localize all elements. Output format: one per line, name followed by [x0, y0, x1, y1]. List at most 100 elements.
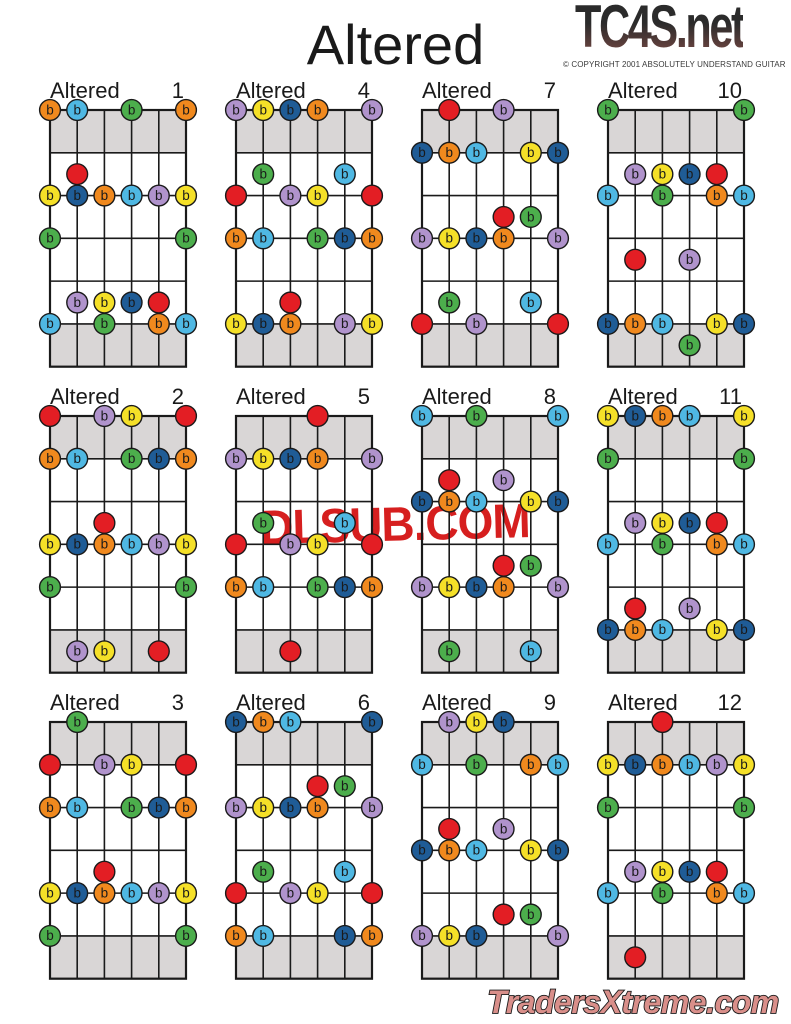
- svg-text:b: b: [46, 231, 54, 246]
- svg-text:b: b: [182, 928, 190, 943]
- svg-text:b: b: [527, 907, 535, 922]
- svg-text:b: b: [46, 579, 54, 594]
- svg-text:b: b: [232, 928, 240, 943]
- svg-text:b: b: [341, 864, 349, 879]
- svg-text:b: b: [232, 451, 240, 466]
- svg-text:b: b: [445, 494, 453, 509]
- svg-text:b: b: [659, 757, 667, 772]
- svg-text:Altered: Altered: [50, 384, 120, 409]
- svg-text:b: b: [101, 316, 109, 331]
- svg-text:b: b: [46, 316, 54, 331]
- svg-text:b: b: [182, 316, 190, 331]
- svg-text:b: b: [232, 316, 240, 331]
- svg-text:b: b: [314, 537, 322, 552]
- svg-text:b: b: [418, 928, 426, 943]
- svg-text:b: b: [604, 800, 612, 815]
- svg-text:b: b: [500, 472, 508, 487]
- svg-text:b: b: [418, 757, 426, 772]
- svg-text:b: b: [232, 714, 240, 729]
- svg-text:b: b: [128, 800, 136, 815]
- svg-text:b: b: [73, 644, 81, 659]
- svg-text:11: 11: [719, 384, 742, 409]
- svg-text:b: b: [182, 885, 190, 900]
- svg-text:b: b: [527, 644, 535, 659]
- svg-text:b: b: [128, 295, 136, 310]
- svg-text:Altered: Altered: [608, 78, 678, 103]
- svg-text:b: b: [445, 714, 453, 729]
- svg-text:b: b: [368, 451, 376, 466]
- svg-text:b: b: [659, 166, 667, 181]
- svg-text:b: b: [740, 451, 748, 466]
- svg-text:b: b: [604, 757, 612, 772]
- svg-text:b: b: [341, 928, 349, 943]
- svg-text:b: b: [554, 494, 562, 509]
- svg-text:b: b: [659, 188, 667, 203]
- svg-text:b: b: [527, 209, 535, 224]
- svg-text:b: b: [368, 579, 376, 594]
- svg-text:b: b: [73, 800, 81, 815]
- svg-text:b: b: [368, 316, 376, 331]
- svg-text:b: b: [182, 537, 190, 552]
- svg-text:b: b: [368, 714, 376, 729]
- svg-text:b: b: [182, 188, 190, 203]
- svg-text:b: b: [473, 579, 481, 594]
- svg-text:b: b: [659, 622, 667, 637]
- svg-text:b: b: [418, 145, 426, 160]
- svg-text:b: b: [740, 800, 748, 815]
- svg-text:b: b: [128, 757, 136, 772]
- svg-text:b: b: [46, 188, 54, 203]
- svg-text:b: b: [155, 188, 163, 203]
- svg-text:b: b: [128, 537, 136, 552]
- svg-text:b: b: [659, 537, 667, 552]
- svg-text:b: b: [713, 885, 721, 900]
- svg-text:b: b: [445, 928, 453, 943]
- svg-text:3: 3: [172, 690, 184, 715]
- svg-text:b: b: [73, 102, 81, 117]
- svg-text:b: b: [445, 295, 453, 310]
- svg-text:b: b: [473, 928, 481, 943]
- svg-text:b: b: [713, 622, 721, 637]
- svg-text:b: b: [554, 757, 562, 772]
- svg-text:b: b: [101, 757, 109, 772]
- svg-text:b: b: [259, 166, 267, 181]
- svg-text:b: b: [73, 188, 81, 203]
- svg-text:b: b: [527, 843, 535, 858]
- svg-text:b: b: [659, 515, 667, 530]
- svg-text:b: b: [445, 579, 453, 594]
- svg-text:b: b: [259, 864, 267, 879]
- svg-text:b: b: [155, 885, 163, 900]
- svg-text:b: b: [101, 188, 109, 203]
- svg-text:b: b: [713, 537, 721, 552]
- svg-text:b: b: [46, 102, 54, 117]
- svg-text:b: b: [604, 537, 612, 552]
- svg-text:b: b: [314, 451, 322, 466]
- svg-text:b: b: [287, 800, 295, 815]
- svg-text:b: b: [659, 885, 667, 900]
- svg-text:b: b: [368, 800, 376, 815]
- svg-text:b: b: [686, 338, 694, 353]
- svg-text:b: b: [232, 231, 240, 246]
- svg-text:Altered: Altered: [422, 78, 492, 103]
- svg-text:b: b: [686, 515, 694, 530]
- svg-text:b: b: [368, 231, 376, 246]
- svg-text:10: 10: [718, 78, 742, 103]
- svg-text:b: b: [155, 451, 163, 466]
- svg-text:b: b: [341, 231, 349, 246]
- svg-text:b: b: [500, 102, 508, 117]
- svg-text:b: b: [155, 537, 163, 552]
- svg-text:5: 5: [358, 384, 370, 409]
- svg-text:b: b: [686, 408, 694, 423]
- svg-text:b: b: [740, 316, 748, 331]
- svg-text:b: b: [713, 757, 721, 772]
- svg-text:b: b: [631, 316, 639, 331]
- svg-text:b: b: [259, 231, 267, 246]
- svg-text:b: b: [341, 579, 349, 594]
- svg-text:b: b: [604, 408, 612, 423]
- svg-text:b: b: [314, 800, 322, 815]
- svg-text:b: b: [500, 821, 508, 836]
- svg-text:b: b: [473, 408, 481, 423]
- svg-text:b: b: [101, 295, 109, 310]
- svg-text:b: b: [46, 537, 54, 552]
- svg-text:b: b: [368, 102, 376, 117]
- svg-text:b: b: [155, 800, 163, 815]
